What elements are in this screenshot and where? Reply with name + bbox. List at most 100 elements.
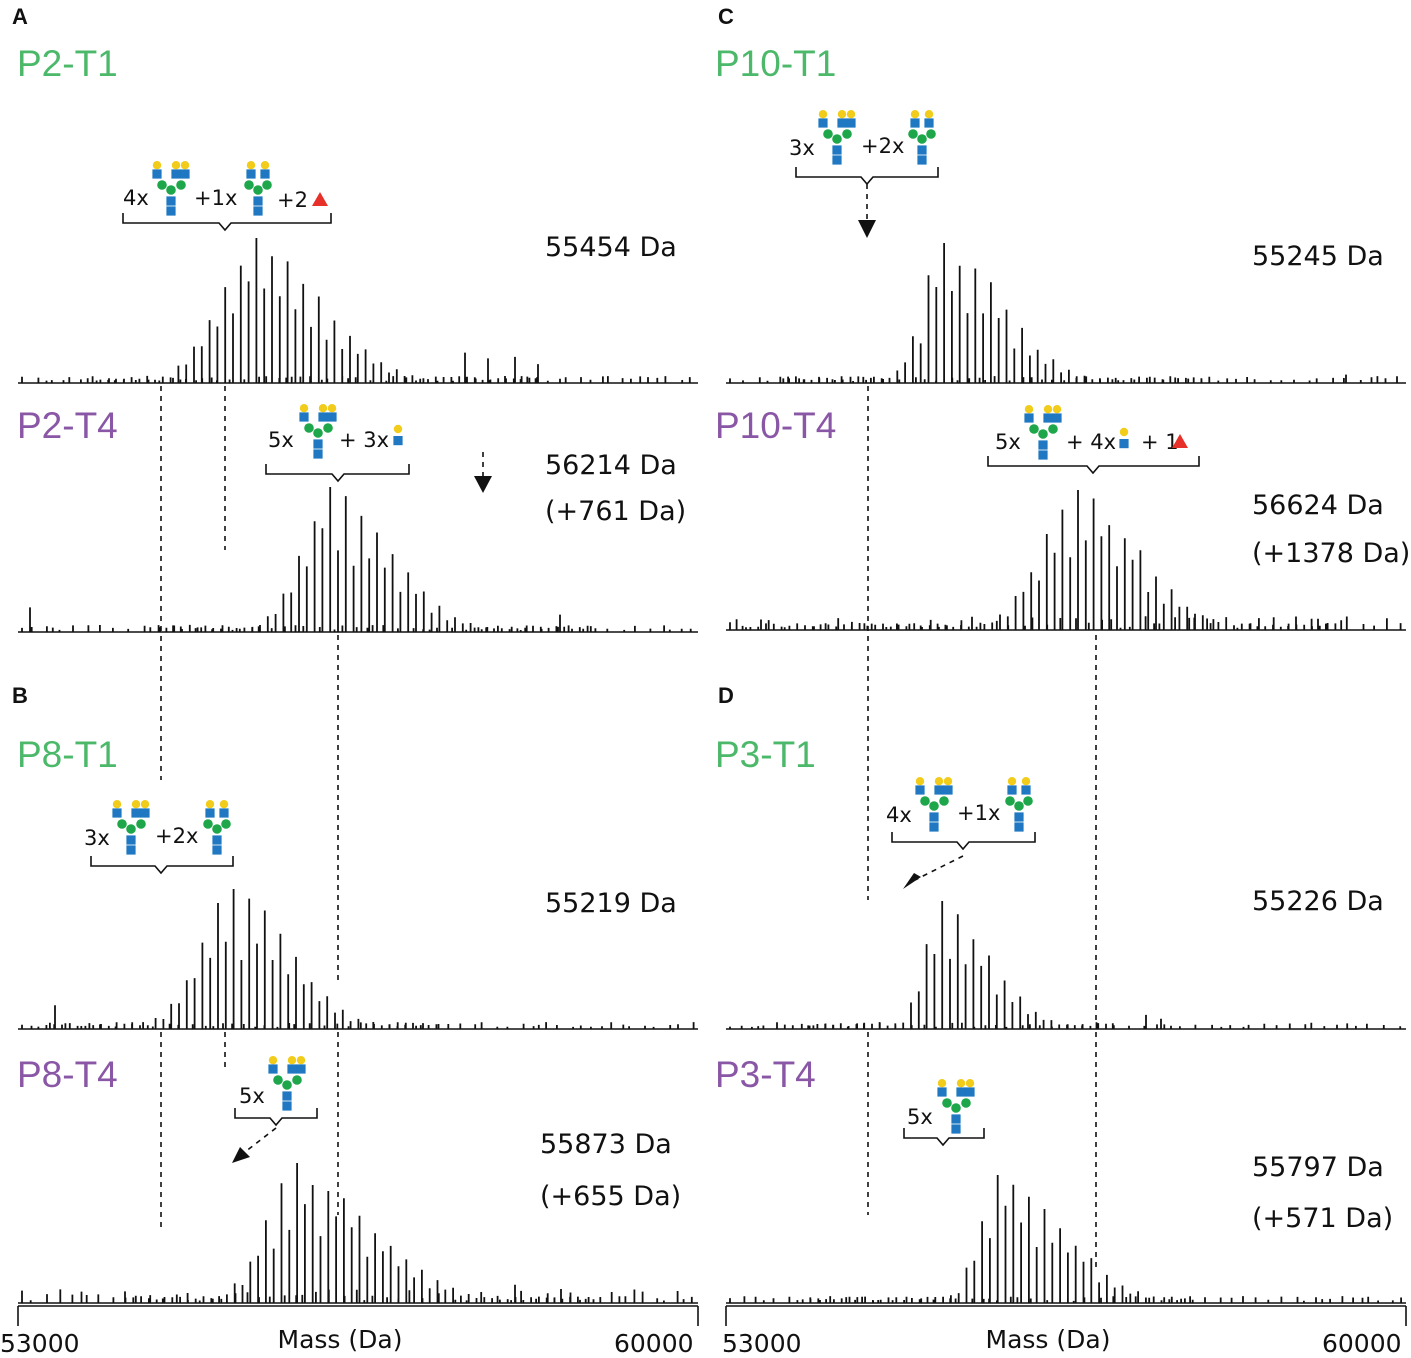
galactose-icon xyxy=(131,800,141,809)
guide-line xyxy=(244,1127,277,1153)
glcnac-icon xyxy=(832,155,842,165)
spectrum-p2-t1 xyxy=(18,238,698,384)
sample-label-p8-t1: P8-T1 xyxy=(17,734,118,775)
spectrum-peaks xyxy=(729,490,1402,630)
galactose-icon xyxy=(268,1056,278,1065)
mannose-icon xyxy=(908,129,918,139)
mass-label-p2-t4: 56214 Da xyxy=(545,450,677,481)
glcnac-icon xyxy=(212,845,222,855)
galactose-icon xyxy=(934,777,944,786)
glycan-count-label: 5x xyxy=(907,1105,933,1129)
mannose-icon xyxy=(282,1080,292,1090)
glycan-count-label: 4x xyxy=(123,186,149,210)
spectrum-p10-t1 xyxy=(726,243,1406,384)
x-tick-label-max: 60000 xyxy=(614,1329,694,1358)
glcnac-icon xyxy=(910,118,920,128)
glcnac-icon xyxy=(1007,785,1017,795)
galactose-icon xyxy=(837,110,847,119)
shift-label-p3-t4: (+571 Da) xyxy=(1252,1203,1393,1234)
glcnac-icon xyxy=(246,169,256,179)
mannose-icon xyxy=(942,1098,952,1108)
galactose-icon xyxy=(180,161,190,170)
bracket xyxy=(122,213,332,232)
galactose-icon xyxy=(1052,405,1062,414)
panel-label-a: A xyxy=(12,4,28,29)
glycan-annotation-p10-t1: 3x +2x xyxy=(789,110,939,186)
sample-label-p10-t4: P10-T4 xyxy=(715,405,836,446)
glcnac-icon xyxy=(1014,822,1024,832)
panel-label-b: B xyxy=(12,683,28,708)
glcnac-icon xyxy=(1038,450,1048,460)
galactose-icon xyxy=(112,800,122,809)
mannose-icon xyxy=(951,1103,961,1113)
spectrum-peaks xyxy=(729,1175,1402,1303)
mannose-icon xyxy=(313,428,323,438)
glcnac-icon xyxy=(131,808,141,818)
mass-label-p3-t4: 55797 Da xyxy=(1252,1152,1384,1183)
mannose-icon xyxy=(262,180,272,190)
arrowhead xyxy=(232,1147,250,1163)
galactose-icon xyxy=(924,110,934,119)
glcnac-icon xyxy=(934,785,944,795)
mannose-icon xyxy=(823,129,833,139)
x-axis-title: Mass (Da) xyxy=(986,1325,1111,1354)
panel-label-c: C xyxy=(718,4,734,29)
mannose-icon xyxy=(244,180,254,190)
sample-label-p3-t1: P3-T1 xyxy=(715,734,816,775)
shift-label-p8-t4: (+655 Da) xyxy=(540,1181,681,1212)
glcnac-icon xyxy=(393,436,403,446)
panel-label-d: D xyxy=(718,683,734,708)
glcnac-icon xyxy=(818,118,828,128)
glcnac-icon xyxy=(956,1087,966,1097)
spectrum-peaks xyxy=(21,238,691,383)
mass-label-p2-t1: 55454 Da xyxy=(545,232,677,263)
glycan-count-label: + 1 xyxy=(1141,430,1179,454)
galactose-icon xyxy=(937,1079,947,1088)
glcnac-icon xyxy=(126,845,136,855)
glcnac-icon xyxy=(166,196,176,206)
mannose-icon xyxy=(1048,424,1058,434)
glycan-count-label: 3x xyxy=(84,826,110,850)
glcnac-icon xyxy=(299,412,309,422)
spectrum-p8-t1 xyxy=(18,889,698,1030)
glcnac-icon xyxy=(140,808,150,818)
mannose-icon xyxy=(221,819,231,829)
glcnac-icon xyxy=(943,785,953,795)
glycan-count-label: + 4x xyxy=(1066,430,1116,454)
glcnac-icon xyxy=(287,1064,297,1074)
glcnac-icon xyxy=(318,412,328,422)
galactose-icon xyxy=(1043,405,1053,414)
bracket xyxy=(90,856,234,875)
glycan-count-label: 5x xyxy=(239,1084,265,1108)
glcnac-icon xyxy=(212,835,222,845)
glcnac-icon xyxy=(837,118,847,128)
glcnac-icon xyxy=(951,1124,961,1134)
glycan-annotation-p3-t1: 4x +1x xyxy=(886,777,1036,851)
glcnac-icon xyxy=(253,206,263,216)
fucose-icon xyxy=(1172,434,1188,448)
glcnac-icon xyxy=(171,169,181,179)
spectrum-p3-t1 xyxy=(726,901,1406,1030)
shift-label-p2-t4: (+761 Da) xyxy=(545,496,686,527)
glycan-count-label: 5x xyxy=(268,428,294,452)
spectrum-p2-t4 xyxy=(18,487,698,633)
x-tick-label-min: 53000 xyxy=(0,1329,80,1358)
galactose-icon xyxy=(846,110,856,119)
mannose-icon xyxy=(961,1098,971,1108)
spectra-layer xyxy=(18,238,1406,1304)
glcnac-icon xyxy=(917,155,927,165)
glycan-annotation-p8-t1: 3x +2x xyxy=(84,800,234,875)
glcnac-icon xyxy=(832,145,842,155)
glcnac-icon xyxy=(205,808,215,818)
dashed-guides xyxy=(160,184,1097,1270)
mass-label-p8-t4: 55873 Da xyxy=(540,1129,672,1160)
galactose-icon xyxy=(393,424,403,434)
arrowheads xyxy=(232,220,921,1163)
glycan-annotation-p8-t4: 5x xyxy=(234,1056,318,1127)
sample-label-p8-t4: P8-T4 xyxy=(17,1054,118,1095)
mannose-icon xyxy=(117,819,127,829)
glycan-count-label: + 3x xyxy=(339,428,389,452)
glcnac-icon xyxy=(296,1064,306,1074)
galactose-icon xyxy=(152,161,162,170)
glcnac-icon xyxy=(1024,413,1034,423)
